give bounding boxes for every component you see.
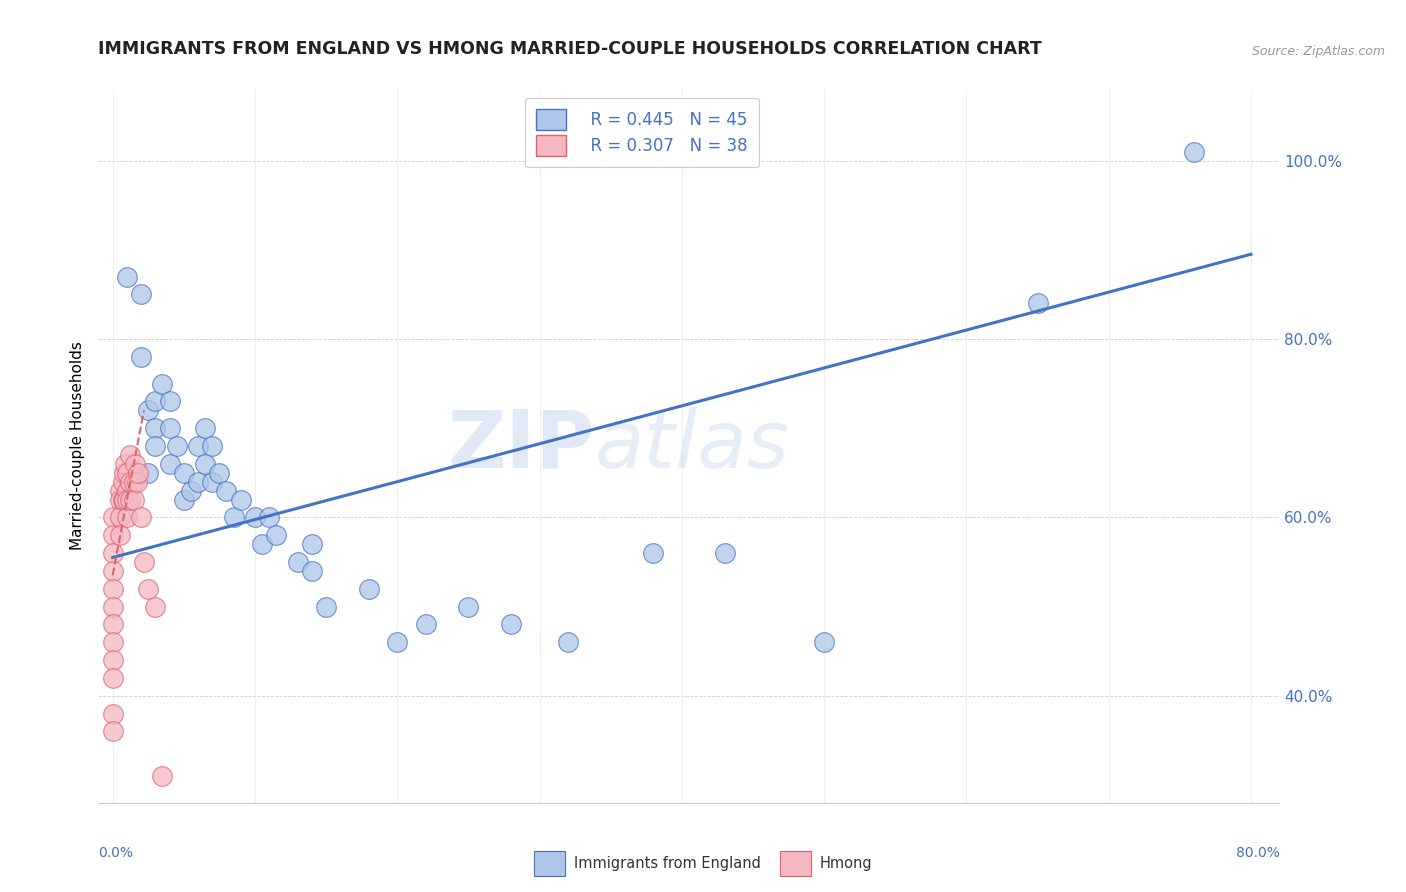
- Point: [112, 492, 135, 507]
- Point: [129, 510, 152, 524]
- Text: atlas: atlas: [595, 407, 789, 485]
- Point: [357, 582, 380, 596]
- Point: [387, 635, 409, 649]
- Point: [229, 492, 252, 507]
- Point: [136, 403, 159, 417]
- Point: [173, 492, 195, 507]
- Point: [101, 564, 124, 578]
- Point: [208, 466, 231, 480]
- Point: [415, 617, 437, 632]
- Point: [457, 599, 479, 614]
- Point: [180, 483, 202, 498]
- Point: [713, 546, 735, 560]
- Point: [127, 466, 149, 480]
- Point: [118, 492, 141, 507]
- Point: [1026, 296, 1049, 310]
- Point: [108, 483, 131, 498]
- Point: [301, 537, 323, 551]
- Point: [201, 439, 224, 453]
- Point: [1182, 145, 1205, 159]
- Point: [101, 671, 124, 685]
- Point: [266, 528, 288, 542]
- Point: [101, 582, 124, 596]
- Point: [143, 394, 166, 409]
- Point: [112, 466, 135, 480]
- Point: [101, 528, 124, 542]
- Point: [257, 510, 280, 524]
- Point: [101, 599, 124, 614]
- Point: [114, 457, 136, 471]
- Point: [173, 466, 195, 480]
- Text: 0.0%: 0.0%: [98, 846, 134, 860]
- Text: Immigrants from England: Immigrants from England: [574, 856, 761, 871]
- Point: [222, 510, 245, 524]
- Point: [124, 457, 146, 471]
- Point: [101, 653, 124, 667]
- Point: [152, 376, 174, 391]
- Point: [159, 394, 181, 409]
- Legend:   R = 0.445   N = 45,   R = 0.307   N = 38: R = 0.445 N = 45, R = 0.307 N = 38: [524, 97, 759, 168]
- Point: [315, 599, 337, 614]
- Point: [115, 466, 138, 480]
- Point: [108, 510, 131, 524]
- Point: [122, 492, 145, 507]
- Point: [132, 555, 155, 569]
- Point: [243, 510, 266, 524]
- Point: [499, 617, 522, 632]
- Point: [111, 475, 134, 489]
- Point: [287, 555, 309, 569]
- Point: [159, 457, 181, 471]
- Point: [101, 724, 124, 739]
- Point: [143, 421, 166, 435]
- Point: [101, 617, 124, 632]
- Point: [108, 528, 131, 542]
- Point: [125, 475, 148, 489]
- Point: [122, 475, 145, 489]
- Point: [250, 537, 273, 551]
- Point: [166, 439, 188, 453]
- Point: [136, 582, 159, 596]
- Point: [557, 635, 579, 649]
- Point: [215, 483, 238, 498]
- Text: Source: ZipAtlas.com: Source: ZipAtlas.com: [1251, 45, 1385, 58]
- Point: [129, 350, 152, 364]
- Point: [152, 769, 174, 783]
- Point: [115, 269, 138, 284]
- Point: [115, 492, 138, 507]
- Point: [143, 439, 166, 453]
- Point: [118, 475, 141, 489]
- Point: [643, 546, 665, 560]
- Point: [101, 546, 124, 560]
- Point: [101, 635, 124, 649]
- Point: [129, 287, 152, 301]
- Point: [115, 483, 138, 498]
- Point: [118, 448, 141, 462]
- Point: [108, 492, 131, 507]
- Point: [194, 457, 217, 471]
- Text: Hmong: Hmong: [820, 856, 872, 871]
- Point: [115, 510, 138, 524]
- Text: ZIP: ZIP: [447, 407, 595, 485]
- Point: [301, 564, 323, 578]
- Point: [136, 466, 159, 480]
- Point: [187, 475, 209, 489]
- Point: [111, 492, 134, 507]
- Point: [813, 635, 835, 649]
- Point: [187, 439, 209, 453]
- Point: [201, 475, 224, 489]
- Point: [101, 706, 124, 721]
- Text: 80.0%: 80.0%: [1236, 846, 1279, 860]
- Point: [194, 421, 217, 435]
- Point: [143, 599, 166, 614]
- Y-axis label: Married-couple Households: Married-couple Households: [69, 342, 84, 550]
- Text: IMMIGRANTS FROM ENGLAND VS HMONG MARRIED-COUPLE HOUSEHOLDS CORRELATION CHART: IMMIGRANTS FROM ENGLAND VS HMONG MARRIED…: [98, 40, 1042, 58]
- Point: [101, 510, 124, 524]
- Point: [159, 421, 181, 435]
